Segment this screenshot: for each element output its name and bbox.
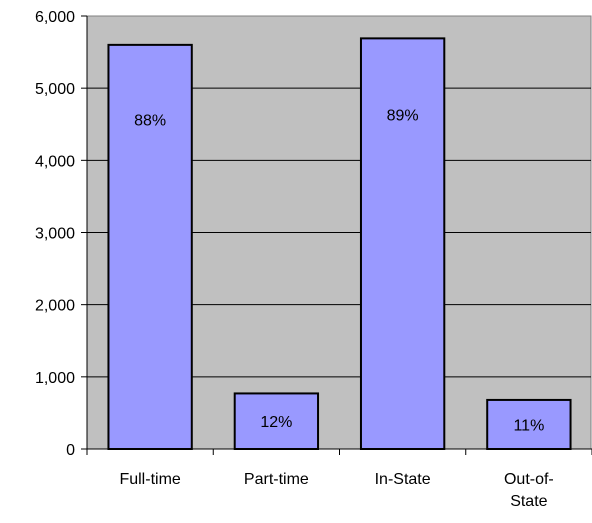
y-tick-label: 2,000 (35, 298, 75, 315)
y-tick-label: 5,000 (35, 81, 75, 98)
y-tick-label: 0 (66, 442, 75, 459)
data-label: 12% (260, 414, 292, 431)
category-label: Part-time (244, 471, 309, 488)
category-label: Out-of- (504, 471, 554, 488)
y-tick-label: 1,000 (35, 370, 75, 387)
data-label: 88% (134, 113, 166, 130)
category-label: Full-time (119, 471, 180, 488)
bar (107, 43, 193, 450)
data-labels: 88% 12% 89% 11% (134, 107, 544, 434)
y-tick-label: 6,000 (35, 9, 75, 26)
category-label: In-State (375, 471, 431, 488)
bar (359, 37, 446, 450)
category-label: State (510, 493, 547, 510)
y-axis: 0 1,000 2,000 3,000 4,000 5,000 6,000 (35, 9, 88, 459)
y-tick-label: 3,000 (35, 226, 75, 243)
bars (107, 37, 572, 451)
data-label: 11% (513, 417, 544, 434)
bar (486, 398, 572, 450)
y-tick-label: 4,000 (35, 153, 75, 170)
data-label: 89% (387, 107, 419, 124)
x-axis: Full-time Part-time In-State Out-of- State (86, 448, 592, 510)
bar (233, 392, 320, 451)
